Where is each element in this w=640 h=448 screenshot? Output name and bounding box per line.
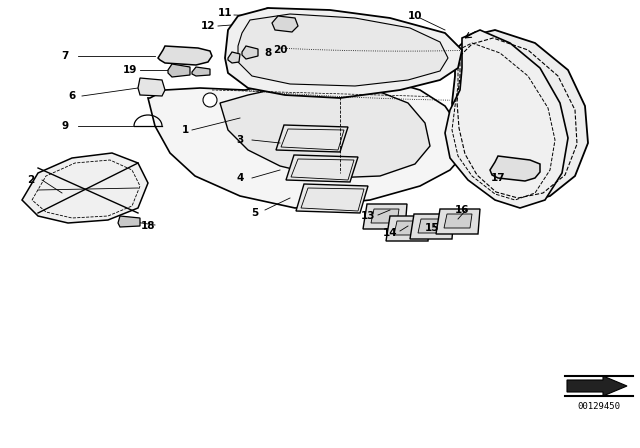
Polygon shape bbox=[168, 64, 190, 77]
Polygon shape bbox=[490, 156, 540, 181]
Polygon shape bbox=[192, 67, 210, 76]
Text: 18: 18 bbox=[141, 221, 156, 231]
Text: 7: 7 bbox=[61, 51, 68, 61]
Text: 1: 1 bbox=[181, 125, 189, 135]
Polygon shape bbox=[242, 46, 258, 59]
Text: 19: 19 bbox=[123, 65, 137, 75]
Polygon shape bbox=[158, 46, 212, 65]
Text: 20: 20 bbox=[273, 45, 287, 55]
Text: 2: 2 bbox=[28, 175, 35, 185]
Polygon shape bbox=[445, 30, 568, 208]
Polygon shape bbox=[371, 209, 399, 223]
Text: 16: 16 bbox=[455, 205, 469, 215]
Text: 15: 15 bbox=[425, 223, 439, 233]
Polygon shape bbox=[436, 209, 480, 234]
Circle shape bbox=[203, 93, 217, 107]
Polygon shape bbox=[452, 30, 588, 203]
Polygon shape bbox=[225, 8, 462, 98]
Text: 4: 4 bbox=[236, 173, 244, 183]
Text: 6: 6 bbox=[68, 91, 76, 101]
Text: 12: 12 bbox=[201, 21, 215, 31]
Polygon shape bbox=[286, 155, 358, 182]
Text: 8: 8 bbox=[264, 48, 271, 58]
Text: 14: 14 bbox=[383, 228, 397, 238]
Polygon shape bbox=[272, 16, 298, 32]
Polygon shape bbox=[148, 76, 465, 208]
Polygon shape bbox=[220, 84, 430, 178]
Text: 5: 5 bbox=[252, 208, 259, 218]
Polygon shape bbox=[444, 214, 472, 228]
Polygon shape bbox=[410, 214, 454, 239]
Polygon shape bbox=[22, 153, 148, 223]
Polygon shape bbox=[386, 216, 430, 241]
Polygon shape bbox=[567, 376, 627, 396]
Polygon shape bbox=[394, 221, 422, 235]
Text: 17: 17 bbox=[491, 173, 506, 183]
Text: 9: 9 bbox=[61, 121, 68, 131]
Text: 13: 13 bbox=[361, 211, 375, 221]
Text: 3: 3 bbox=[236, 135, 244, 145]
Polygon shape bbox=[363, 204, 407, 229]
Polygon shape bbox=[296, 184, 368, 213]
Polygon shape bbox=[138, 78, 165, 96]
Circle shape bbox=[263, 8, 273, 18]
Polygon shape bbox=[228, 52, 240, 63]
Polygon shape bbox=[276, 125, 348, 152]
Text: 10: 10 bbox=[408, 11, 422, 21]
Text: 11: 11 bbox=[218, 8, 232, 18]
Polygon shape bbox=[118, 216, 140, 227]
Polygon shape bbox=[418, 219, 446, 233]
Polygon shape bbox=[238, 14, 448, 86]
Text: 00129450: 00129450 bbox=[577, 401, 621, 410]
